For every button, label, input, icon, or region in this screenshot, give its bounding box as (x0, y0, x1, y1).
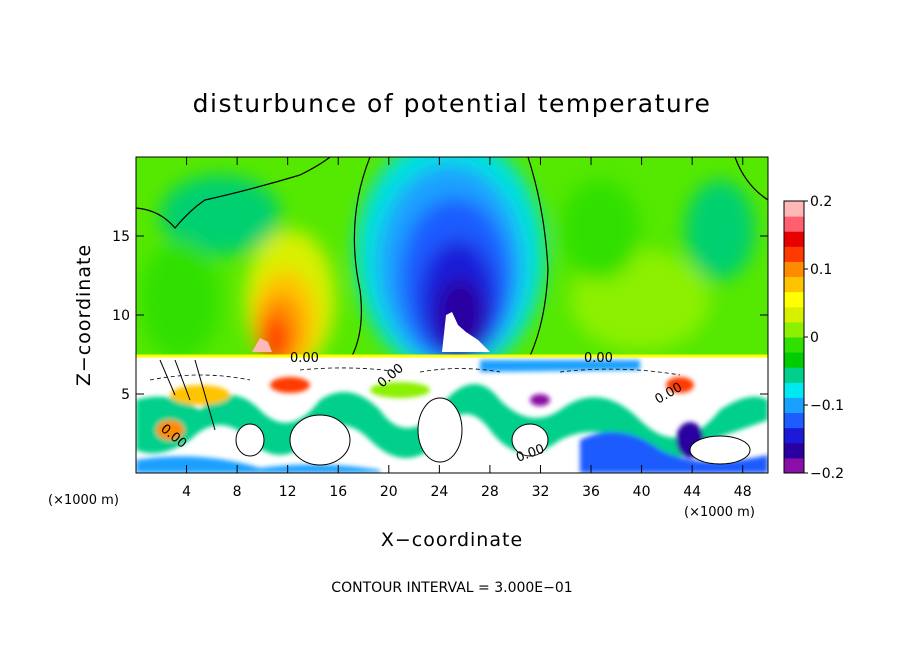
x-tick-label: 28 (481, 484, 499, 500)
colorbar-segment (784, 291, 804, 308)
colorbar-segment (784, 276, 804, 293)
heatmap-lower-field (136, 357, 768, 473)
colorbar-segment (784, 246, 804, 262)
y-tick-label: 10 (112, 308, 130, 324)
colorbar-segment (784, 457, 804, 474)
x-tick-label: 24 (430, 484, 448, 500)
colorbar-tick-label: −0.1 (810, 398, 844, 414)
x-tick-label: 4 (182, 484, 191, 500)
colorbar-tick-label: 0 (810, 330, 819, 346)
x-axis-origin-unit: (×1000 m) (48, 493, 119, 508)
x-tick-label: 44 (683, 484, 701, 500)
colorbar-segment (784, 367, 804, 383)
y-axis: 5 10 15 (112, 229, 768, 403)
colorbar-segment (784, 382, 804, 398)
y-tick-label: 5 (121, 387, 130, 403)
heatmap-upper-field (136, 157, 768, 357)
colorbar-segment (784, 201, 804, 217)
colorbar-segment (784, 261, 804, 278)
colorbar-segment (784, 216, 804, 232)
x-axis-label: X−coordinate (381, 529, 523, 551)
colorbar-segment (784, 321, 804, 338)
colorbar-segment (784, 306, 804, 323)
x-tick-label: 20 (380, 484, 398, 500)
x-tick-label: 32 (532, 484, 550, 500)
x-axis-unit: (×1000 m) (684, 505, 755, 520)
colorbar-segment (784, 352, 804, 368)
x-axis: 4 8 12 16 20 24 28 32 36 40 44 48 (182, 157, 752, 500)
y-tick-label: 15 (112, 229, 130, 245)
contour-label: 0.00 (290, 351, 319, 366)
chart-title: disturbunce of potential temperature (193, 89, 712, 118)
colorbar-segment (784, 442, 804, 459)
contour-label: 0.00 (584, 351, 613, 366)
colorbar-tick-label: −0.2 (810, 466, 844, 482)
x-tick-label: 48 (734, 484, 752, 500)
colorbar-tick-label: 0.1 (810, 262, 832, 278)
y-axis-label: Z−coordinate (73, 244, 95, 386)
colorbar-tick-label: 0.2 (810, 194, 832, 210)
colorbar (783, 200, 805, 474)
colorbar-segment (784, 337, 804, 353)
x-tick-label: 8 (233, 484, 242, 500)
colorbar-segment (784, 397, 804, 414)
colorbar-segment (784, 427, 804, 444)
contour-interval-note: CONTOUR INTERVAL = 3.000E−01 (331, 580, 572, 596)
colorbar-segment (784, 231, 804, 247)
x-tick-label: 12 (279, 484, 297, 500)
x-tick-label: 36 (582, 484, 600, 500)
colorbar-ticks: 0.2 0.1 0 −0.1 −0.2 (804, 194, 844, 482)
x-tick-label: 40 (633, 484, 651, 500)
x-tick-label: 16 (329, 484, 347, 500)
colorbar-segment (784, 412, 804, 429)
